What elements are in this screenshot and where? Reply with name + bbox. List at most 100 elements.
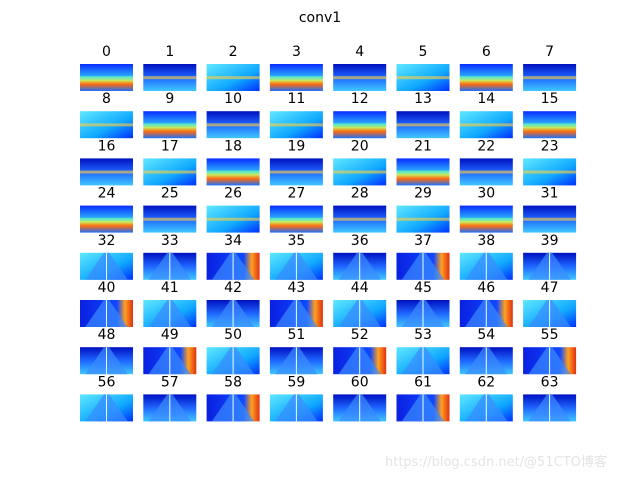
panel-label: 30 — [477, 186, 495, 202]
feature-map: 1 — [143, 44, 197, 91]
feature-map: 18 — [206, 138, 260, 186]
feature-map: 48 — [80, 327, 133, 375]
feature-map: 59 — [269, 374, 323, 422]
feature-stripe — [143, 123, 197, 127]
panel-label: 46 — [477, 280, 495, 296]
panel-label: 56 — [98, 374, 116, 390]
feature-map: 38 — [459, 233, 513, 280]
panel-label: 18 — [224, 138, 242, 154]
feature-stripe — [459, 217, 513, 221]
feature-stripe — [206, 217, 260, 221]
panel-label: 38 — [477, 233, 495, 249]
feature-stripe — [396, 76, 450, 80]
feature-stripe — [143, 217, 197, 221]
feature-map: 33 — [143, 233, 197, 280]
feature-map: 34 — [206, 233, 260, 280]
feature-map: 32 — [80, 233, 133, 280]
panel-label: 45 — [414, 280, 432, 296]
feature-map: 26 — [206, 186, 260, 233]
feature-map: 47 — [523, 280, 577, 327]
panel-label: 15 — [541, 91, 559, 107]
feature-map: 39 — [523, 233, 577, 280]
feature-map: 37 — [396, 233, 450, 280]
feature-stripe — [459, 170, 513, 174]
feature-map: 23 — [523, 138, 577, 186]
feature-map: 12 — [333, 91, 387, 139]
feature-map: 29 — [396, 186, 450, 233]
feature-stripe — [333, 123, 387, 127]
feature-map: 36 — [333, 233, 387, 280]
feature-map: 57 — [143, 374, 197, 422]
feature-map: 22 — [459, 138, 513, 186]
watermark: https://blog.csdn.net/@51CTO博客 — [385, 454, 607, 470]
panel-label: 32 — [98, 233, 116, 249]
feature-map: 6 — [459, 44, 513, 91]
panel-label: 54 — [477, 327, 495, 343]
panel-label: 57 — [161, 374, 179, 390]
panel-label: 14 — [477, 91, 495, 107]
panel-label: 9 — [165, 91, 174, 107]
feature-map: 30 — [459, 186, 513, 233]
feature-map: 52 — [333, 327, 387, 375]
feature-map: 25 — [143, 186, 197, 233]
feature-map: 0 — [80, 44, 133, 91]
feature-map: 28 — [333, 186, 387, 233]
feature-map: 20 — [333, 138, 387, 186]
panel-label: 41 — [161, 280, 179, 296]
feature-map: 16 — [80, 138, 133, 186]
feature-map: 24 — [80, 186, 133, 233]
feature-stripe — [269, 76, 323, 80]
panel-label: 29 — [414, 186, 432, 202]
panel-label: 10 — [224, 91, 242, 107]
feature-stripe — [206, 76, 260, 80]
panel-label: 20 — [351, 138, 369, 154]
feature-map: 19 — [269, 138, 323, 186]
feature-map: 56 — [80, 374, 133, 422]
panel-label: 36 — [351, 233, 369, 249]
feature-map: 5 — [396, 44, 450, 91]
panel-label: 27 — [287, 186, 305, 202]
feature-stripe — [523, 123, 577, 127]
panel-label: 17 — [161, 138, 179, 154]
feature-stripe — [80, 76, 133, 80]
feature-map: 46 — [459, 280, 513, 327]
feature-map: 14 — [459, 91, 513, 139]
feature-stripe — [523, 217, 577, 221]
panel-label: 39 — [541, 233, 559, 249]
panel-label: 19 — [287, 138, 305, 154]
feature-map: 45 — [396, 280, 450, 327]
feature-map: 17 — [143, 138, 197, 186]
panel-label: 60 — [351, 374, 369, 390]
feature-map: 27 — [269, 186, 323, 233]
panel-label: 40 — [98, 280, 116, 296]
panel-label: 49 — [161, 327, 179, 343]
panel-label: 50 — [224, 327, 242, 343]
feature-map: 11 — [269, 91, 323, 139]
feature-stripe — [269, 217, 323, 221]
feature-stripe — [523, 170, 577, 174]
feature-stripe — [269, 123, 323, 127]
panel-label: 63 — [541, 374, 559, 390]
feature-map: 43 — [269, 280, 323, 327]
panel-label: 37 — [414, 233, 432, 249]
feature-map: 60 — [333, 374, 387, 422]
feature-map: 51 — [269, 327, 323, 375]
panel-label: 13 — [414, 91, 432, 107]
feature-map: 13 — [396, 91, 450, 139]
feature-map: 7 — [523, 44, 577, 91]
panel-label: 43 — [287, 280, 305, 296]
panel-label: 12 — [351, 91, 369, 107]
panel-label: 23 — [541, 138, 559, 154]
panel-label: 55 — [541, 327, 559, 343]
panel-label: 3 — [292, 44, 301, 60]
panel-label: 61 — [414, 374, 432, 390]
panel-label: 58 — [224, 374, 242, 390]
panel-label: 22 — [477, 138, 495, 154]
feature-map: 63 — [523, 374, 577, 422]
feature-map: 2 — [206, 44, 260, 91]
panel-label: 11 — [287, 91, 305, 107]
feature-stripe — [333, 170, 387, 174]
panel-label: 31 — [541, 186, 559, 202]
feature-map: 50 — [206, 327, 260, 375]
